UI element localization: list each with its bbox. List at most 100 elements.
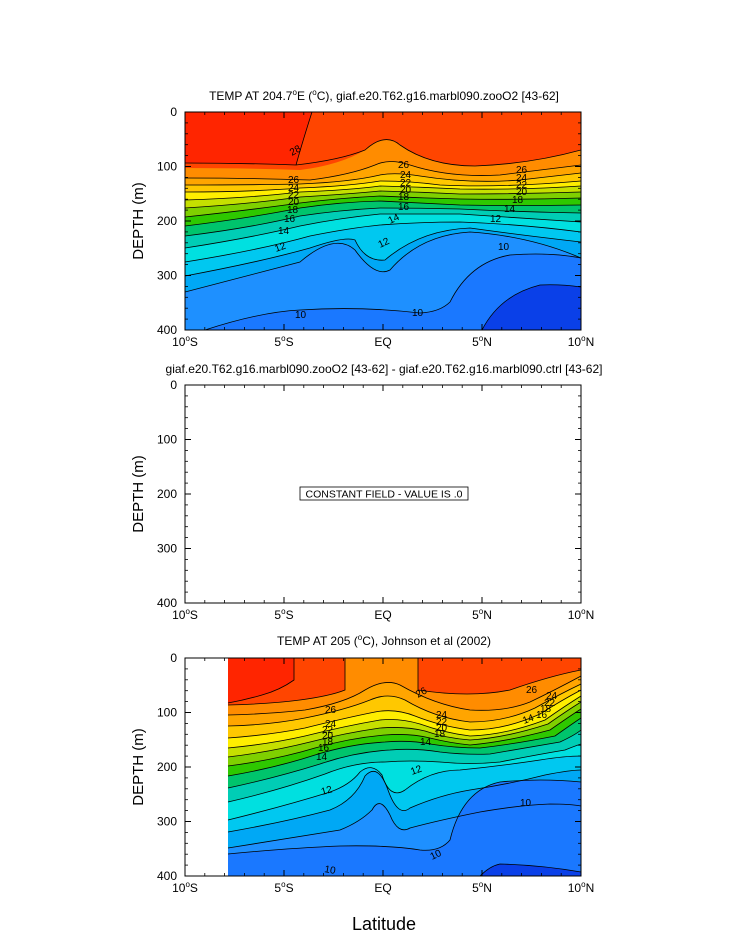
panel-1-contour-fill xyxy=(185,112,581,330)
contour-label: 18 xyxy=(540,704,552,715)
contour-label: 22 xyxy=(544,698,556,709)
panel-3-contour-fill xyxy=(228,658,581,876)
y-tick-label: 400 xyxy=(157,869,177,883)
contour-label: 14 xyxy=(521,713,536,727)
contour-label: 16 xyxy=(318,743,330,754)
y-tick-label: 400 xyxy=(157,323,177,337)
panel-3-title: TEMP AT 205 (oC), Johnson et al (2002) xyxy=(277,633,491,648)
x-tick-label: 5oS xyxy=(274,334,293,349)
contour-label: 24 xyxy=(400,170,412,181)
y-tick-label: 200 xyxy=(157,760,177,774)
constant-field-label: CONSTANT FIELD - VALUE IS .0 xyxy=(306,489,463,501)
contour-label: 20 xyxy=(516,187,528,198)
y-tick-label: 0 xyxy=(170,378,177,392)
contour-label: 10 xyxy=(323,864,336,877)
x-tick-label: EQ xyxy=(374,335,391,349)
x-tick-label: 10oS xyxy=(172,334,198,349)
contour-label: 24 xyxy=(325,719,337,730)
contour-label: 22 xyxy=(436,717,448,728)
contour-label: 22 xyxy=(400,178,412,189)
contour-label: 18 xyxy=(512,195,524,206)
contour-label: 24 xyxy=(546,691,558,702)
contour-label: 14 xyxy=(504,204,516,215)
contour-label: 26 xyxy=(414,685,430,700)
x-tick-label: 10oN xyxy=(568,607,594,622)
contour-label: 10 xyxy=(520,798,532,809)
x-tick-label: 10oN xyxy=(568,880,594,895)
x-tick-label: 5oN xyxy=(472,607,492,622)
contour-label: 26 xyxy=(526,685,538,696)
panel-2: giaf.e20.T62.g16.marbl090.zooO2 [43-62] … xyxy=(130,362,602,622)
y-tick-label: 400 xyxy=(157,596,177,610)
constant-field-box xyxy=(299,486,469,501)
y-tick-label: 100 xyxy=(157,706,177,720)
contour-label: 14 xyxy=(387,212,402,227)
x-axis-title: Latitude xyxy=(352,914,416,934)
y-axis-title: DEPTH (m) xyxy=(130,728,147,806)
contour-label: 16 xyxy=(536,710,548,721)
panel-1: TEMP AT 204.7oE (oC), giaf.e20.T62.g16.m… xyxy=(130,88,594,349)
x-tick-label: 5oN xyxy=(472,880,492,895)
y-tick-label: 300 xyxy=(157,815,177,829)
x-tick-label: EQ xyxy=(374,608,391,622)
contour-label: 12 xyxy=(409,764,424,778)
panel-1-title: TEMP AT 204.7oE (oC), giaf.e20.T62.g16.m… xyxy=(209,88,559,103)
contour-label: 20 xyxy=(322,731,334,742)
y-tick-label: 200 xyxy=(157,214,177,228)
contour-label: 22 xyxy=(288,190,300,201)
y-tick-label: 100 xyxy=(157,433,177,447)
contour-label: 10 xyxy=(498,242,510,253)
contour-label: 24 xyxy=(516,173,528,184)
contour-label: 16 xyxy=(398,202,410,213)
contour-label: 12 xyxy=(273,241,288,255)
y-axis-title: DEPTH (m) xyxy=(130,455,147,533)
contour-label: 18 xyxy=(398,192,410,203)
contour-label: 14 xyxy=(278,226,290,237)
contour-label: 26 xyxy=(398,160,410,171)
contour-label: 22 xyxy=(322,725,334,736)
x-tick-label: 10oS xyxy=(172,607,198,622)
y-axis-title: DEPTH (m) xyxy=(130,182,147,260)
x-tick-label: EQ xyxy=(374,881,391,895)
contour-label: 18 xyxy=(322,737,334,748)
contour-label: 26 xyxy=(325,705,337,716)
y-tick-label: 0 xyxy=(170,651,177,665)
contour-label: 12 xyxy=(320,784,334,798)
x-tick-label: 10oN xyxy=(568,334,594,349)
contour-label: 18 xyxy=(287,205,299,216)
contour-label: 12 xyxy=(490,214,502,225)
panel-1-contour-lines xyxy=(185,112,581,330)
contour-label: 16 xyxy=(284,214,296,225)
panel-3-contour-lines xyxy=(227,658,581,876)
contour-label: 14 xyxy=(420,737,432,748)
contour-label: 12 xyxy=(377,236,392,251)
contour-label: 28 xyxy=(288,143,304,158)
contour-label: 10 xyxy=(429,848,444,863)
contour-label: 26 xyxy=(516,165,528,176)
contour-label: 24 xyxy=(288,183,300,194)
panel-3-contour-labels: 26 26 24 22 20 18 16 14 12 24 22 20 18 1… xyxy=(316,685,558,877)
contour-label: 10 xyxy=(295,310,307,321)
contour-label: 26 xyxy=(288,175,300,186)
y-tick-label: 300 xyxy=(157,542,177,556)
panel-3: TEMP AT 205 (oC), Johnson et al (2002) xyxy=(130,633,594,895)
x-tick-label: 10oS xyxy=(172,880,198,895)
panel-1-contour-labels: 28 26 24 22 20 18 16 14 12 26 24 22 20 1… xyxy=(273,143,527,321)
x-tick-label: 5oS xyxy=(274,880,293,895)
y-tick-label: 200 xyxy=(157,487,177,501)
contour-label: 24 xyxy=(436,710,448,721)
x-tick-label: 5oN xyxy=(472,334,492,349)
y-tick-label: 300 xyxy=(157,269,177,283)
contour-label: 10 xyxy=(412,308,424,319)
y-tick-label: 100 xyxy=(157,160,177,174)
contour-label: 20 xyxy=(436,723,448,734)
x-tick-label: 5oS xyxy=(274,607,293,622)
contour-label: 22 xyxy=(516,180,528,191)
y-tick-label: 0 xyxy=(170,105,177,119)
contour-label: 14 xyxy=(316,752,328,763)
contour-label: 20 xyxy=(288,197,300,208)
contour-label: 18 xyxy=(434,729,446,740)
panel-2-title: giaf.e20.T62.g16.marbl090.zooO2 [43-62] … xyxy=(166,362,603,376)
contour-label: 20 xyxy=(400,185,412,196)
